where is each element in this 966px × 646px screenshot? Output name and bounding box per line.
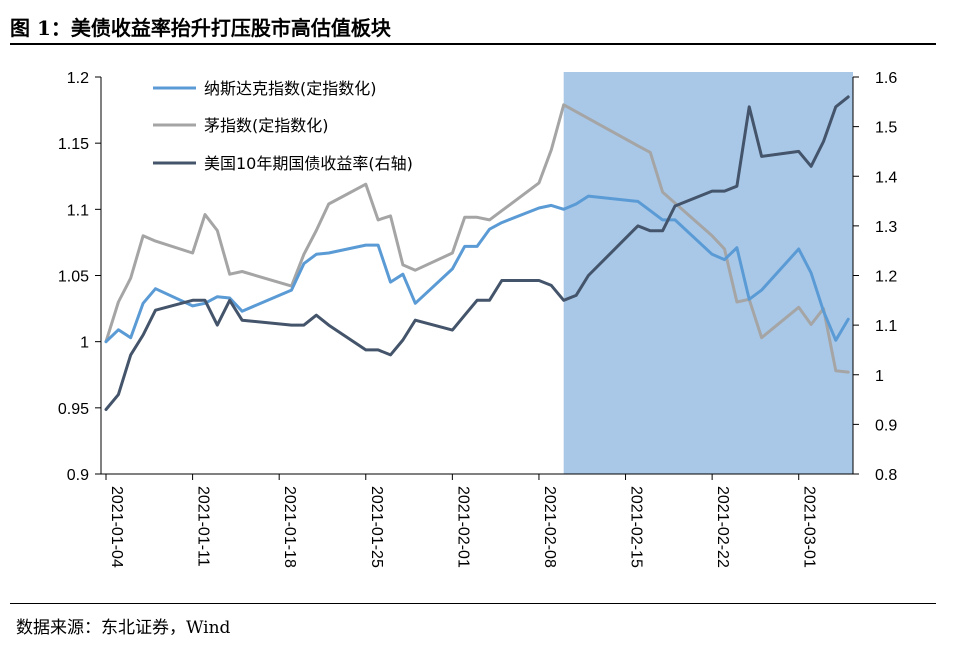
right-tick-label: 1: [875, 368, 884, 385]
right-tick-label: 1.5: [875, 120, 897, 137]
series-line-1: [104, 103, 850, 374]
left-tick-label: 1.05: [58, 269, 89, 286]
x-axis: 2021-01-04 2021-01-11 2021-01-18 2021-01-25…: [101, 473, 853, 568]
left-tick-label: 1.15: [58, 136, 89, 153]
legend-label-1: 茅指数(定指数化): [204, 116, 329, 135]
right-tick-label: 1.3: [875, 219, 897, 236]
left-tick-label: 1.2: [67, 70, 89, 87]
x-tick-label: 2021-01-18: [281, 486, 298, 568]
right-tick-label: 0.8: [875, 467, 897, 484]
series-line-2: [104, 95, 850, 411]
x-tick-label: 2021-02-15: [628, 486, 645, 568]
right-tick-label: 1.1: [875, 318, 897, 335]
title-rule: [10, 43, 936, 45]
x-tick-label: 2021-02-08: [541, 486, 558, 568]
left-tick-label: 0.95: [58, 401, 89, 418]
series-line-0: [104, 194, 850, 344]
right-tick-label: 1.2: [875, 269, 897, 286]
right-tick-label: 1.4: [875, 169, 897, 186]
left-tick-label: 0.9: [67, 467, 89, 484]
figure-title: 图 1：美债收益率抬升打压股市高估值板块: [10, 16, 391, 40]
highlight-band: [563, 72, 853, 474]
source-rule: [10, 603, 936, 604]
x-tick-label: 2021-01-11: [195, 486, 212, 567]
legend-label-0: 纳斯达克指数(定指数化): [204, 79, 377, 98]
x-tick-label: 2021-01-04: [108, 486, 125, 568]
right-tick-label: 0.9: [875, 417, 897, 434]
x-tick-label: 2021-01-25: [368, 486, 385, 568]
legend: 纳斯达克指数(定指数化) 茅指数(定指数化) 美国10年期国债收益率(右轴): [153, 79, 413, 173]
line-chart: 0.9 0.95 1 1.05 1.1 1.15 1.2 0.8 0.9 1 1.1 1.2 1.3 1…: [58, 70, 897, 568]
right-y-axis: 0.8 0.9 1 1.1 1.2 1.3 1.4 1.5 1.6: [852, 70, 897, 484]
left-tick-label: 1.1: [67, 202, 89, 219]
legend-label-2: 美国10年期国债收益率(右轴): [204, 154, 413, 173]
series-layer: [104, 95, 850, 411]
x-tick-label: 2021-02-01: [454, 486, 471, 568]
right-tick-label: 1.6: [875, 70, 897, 87]
source-note: 数据来源：东北证券，Wind: [16, 618, 231, 638]
x-tick-label: 2021-02-22: [714, 486, 731, 568]
x-tick-label: 2021-03-01: [801, 486, 818, 568]
left-tick-label: 1: [80, 335, 89, 352]
left-y-axis: 0.9 0.95 1 1.05 1.1 1.15 1.2: [58, 70, 102, 484]
